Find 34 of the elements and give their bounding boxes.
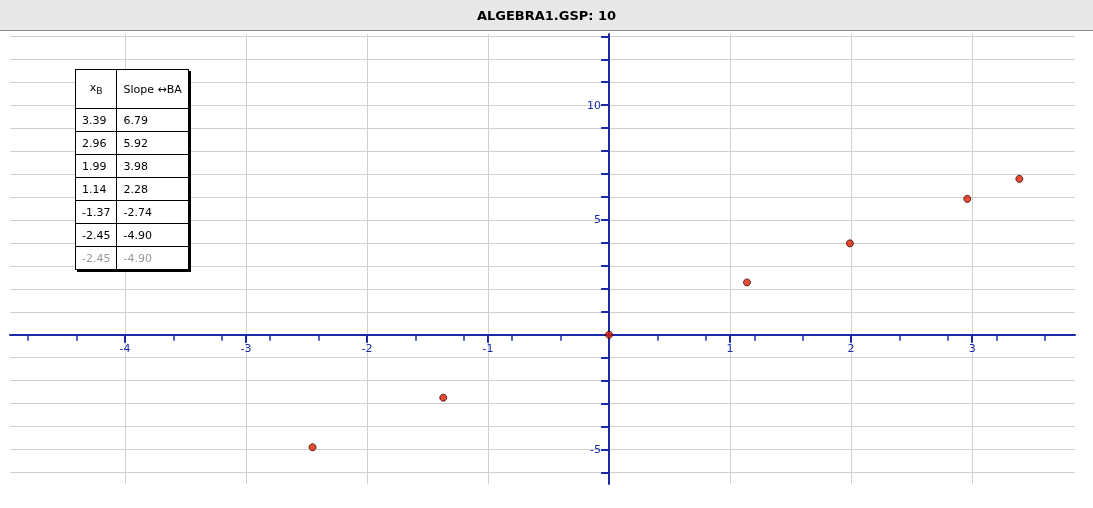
x-axis-title: x$_{B}$ <box>75 69 117 109</box>
annotation: 1.14 <box>75 177 117 201</box>
annotation: 2.28 <box>116 177 189 201</box>
x-tick-label: -3 <box>240 341 252 355</box>
point <box>963 194 972 203</box>
x-tick-label: 2 <box>847 341 855 355</box>
point <box>308 443 317 452</box>
annotation: -4.90 <box>116 246 189 270</box>
annotation: -1.37 <box>75 200 117 224</box>
chart-title: ALGEBRA1.GSP: 10 <box>0 0 1093 31</box>
annotation: 3.98 <box>116 154 189 178</box>
y-tick-label: 5 <box>594 213 602 227</box>
annotation: -2.45 <box>75 223 117 247</box>
annotation: 2.96 <box>75 131 117 155</box>
point <box>743 278 752 287</box>
annotation: 6.79 <box>116 108 189 132</box>
annotation: 1.99 <box>75 154 117 178</box>
point <box>1015 174 1024 183</box>
x-tick-label: -2 <box>361 341 373 355</box>
point <box>845 239 854 248</box>
point <box>439 393 448 402</box>
x-tick-label: -4 <box>119 341 131 355</box>
annotation: -4.90 <box>116 223 189 247</box>
x-tick-label: -1 <box>482 341 494 355</box>
y-tick-label: 10 <box>587 98 602 112</box>
point <box>605 330 614 339</box>
annotation: 5.92 <box>116 131 189 155</box>
annotation: -2.45 <box>75 246 117 270</box>
y-axis-title: Slope ↔BA <box>116 69 189 109</box>
annotation: 3.39 <box>75 108 117 132</box>
x-tick-label: 1 <box>726 341 734 355</box>
annotation: -2.74 <box>116 200 189 224</box>
x-tick-label: 3 <box>968 341 976 355</box>
y-tick-label: -5 <box>590 443 602 457</box>
